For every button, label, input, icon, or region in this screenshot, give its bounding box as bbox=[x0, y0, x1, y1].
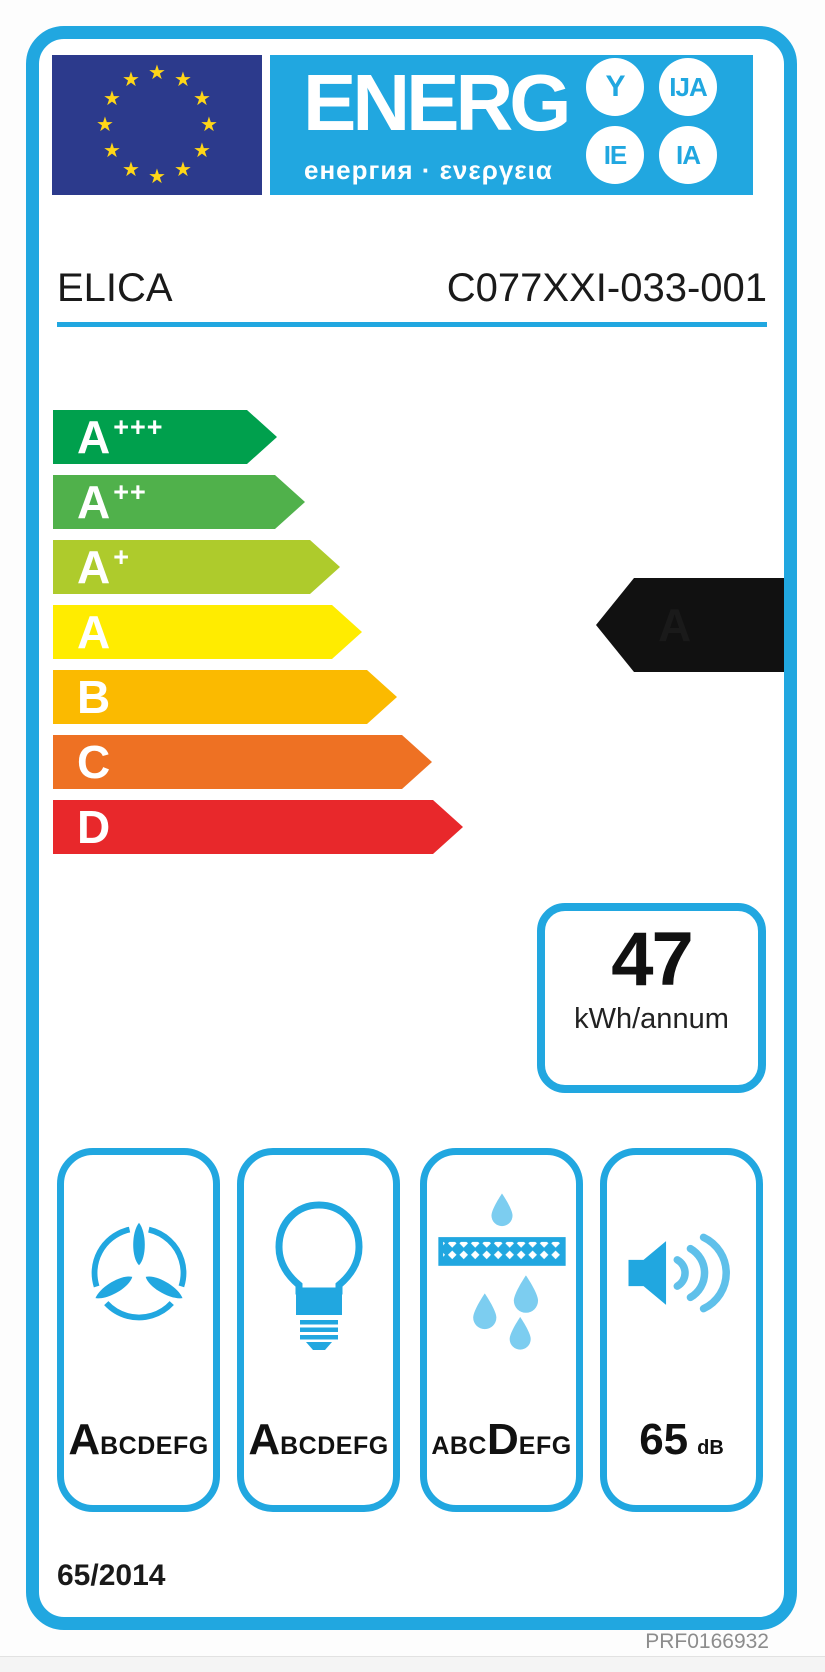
selected-rating-grade: A bbox=[658, 599, 692, 651]
eu-star-icon: ★ bbox=[200, 114, 218, 136]
grease-filter-grades: ABCDEFG bbox=[431, 1415, 572, 1464]
rating-arrow-c: C bbox=[53, 735, 432, 789]
eu-star-icon: ★ bbox=[148, 166, 166, 188]
eu-star-icon: ★ bbox=[193, 140, 211, 162]
energ-language-badges: Y IJA IE IA bbox=[586, 58, 717, 184]
eu-star-icon: ★ bbox=[148, 62, 166, 84]
energ-logo-text: ENERG bbox=[303, 58, 571, 147]
rating-arrow-d: D bbox=[53, 800, 463, 854]
noise-level-value: 65 dB bbox=[639, 1415, 724, 1464]
badge-ia: IA bbox=[659, 126, 717, 184]
eu-star-icon: ★ bbox=[96, 114, 114, 136]
rating-arrow-a: A bbox=[53, 605, 362, 659]
bulb-icon bbox=[244, 1183, 393, 1363]
rating-arrow-a-plus: A + bbox=[53, 540, 340, 594]
rating-arrow-a-plus3: A +++ bbox=[53, 410, 277, 464]
grease-filter-efficiency-box: ABCDEFG bbox=[420, 1148, 583, 1512]
brand-name: ELICA bbox=[57, 266, 173, 310]
badge-ie: IE bbox=[586, 126, 644, 184]
header-divider bbox=[57, 322, 767, 327]
annual-energy-box: 47 kWh/annum bbox=[537, 903, 766, 1093]
lighting-efficiency-grades: ABCDEFG bbox=[248, 1415, 389, 1464]
page-bottom-edge bbox=[0, 1656, 825, 1672]
energ-logo-box: ENERG енергия · ενεργεια Y IJA IE IA bbox=[270, 55, 753, 195]
annual-energy-unit: kWh/annum bbox=[574, 1003, 729, 1035]
energ-logo-subtext: енергия · ενεργεια bbox=[304, 155, 553, 185]
selected-rating-pointer: A bbox=[596, 578, 784, 672]
fan-efficiency-box: ABCDEFG bbox=[57, 1148, 220, 1512]
reference-code: PRF0166932 bbox=[645, 1630, 769, 1653]
badge-y: Y bbox=[586, 58, 644, 116]
model-number: C077XXI-033-001 bbox=[446, 266, 767, 310]
eu-star-icon: ★ bbox=[103, 88, 121, 110]
badge-ija: IJA bbox=[659, 58, 717, 116]
eu-star-icon: ★ bbox=[103, 140, 121, 162]
speaker-icon bbox=[607, 1183, 756, 1363]
filter-icon bbox=[427, 1183, 576, 1363]
eu-flag-logo: ★ ★ ★ ★ ★ ★ ★ ★ ★ ★ ★ ★ bbox=[52, 55, 262, 195]
energy-label-frame: ★ ★ ★ ★ ★ ★ ★ ★ ★ ★ ★ ★ ENERG енергия · … bbox=[26, 26, 797, 1630]
fan-icon bbox=[64, 1183, 213, 1363]
eu-star-icon: ★ bbox=[174, 159, 192, 181]
fan-efficiency-grades: ABCDEFG bbox=[68, 1415, 209, 1464]
lighting-efficiency-box: ABCDEFG bbox=[237, 1148, 400, 1512]
eu-star-icon: ★ bbox=[174, 69, 192, 91]
noise-level-box: 65 dB bbox=[600, 1148, 763, 1512]
rating-arrow-b: B bbox=[53, 670, 397, 724]
regulation-number: 65/2014 bbox=[57, 1559, 166, 1592]
energy-rating-scale: A +++ A ++ A + A B C D bbox=[53, 410, 463, 865]
rating-arrow-a-plus2: A ++ bbox=[53, 475, 305, 529]
eu-star-icon: ★ bbox=[122, 69, 140, 91]
eu-star-icon: ★ bbox=[122, 159, 140, 181]
annual-energy-value: 47 bbox=[611, 917, 694, 1002]
eu-star-icon: ★ bbox=[193, 88, 211, 110]
